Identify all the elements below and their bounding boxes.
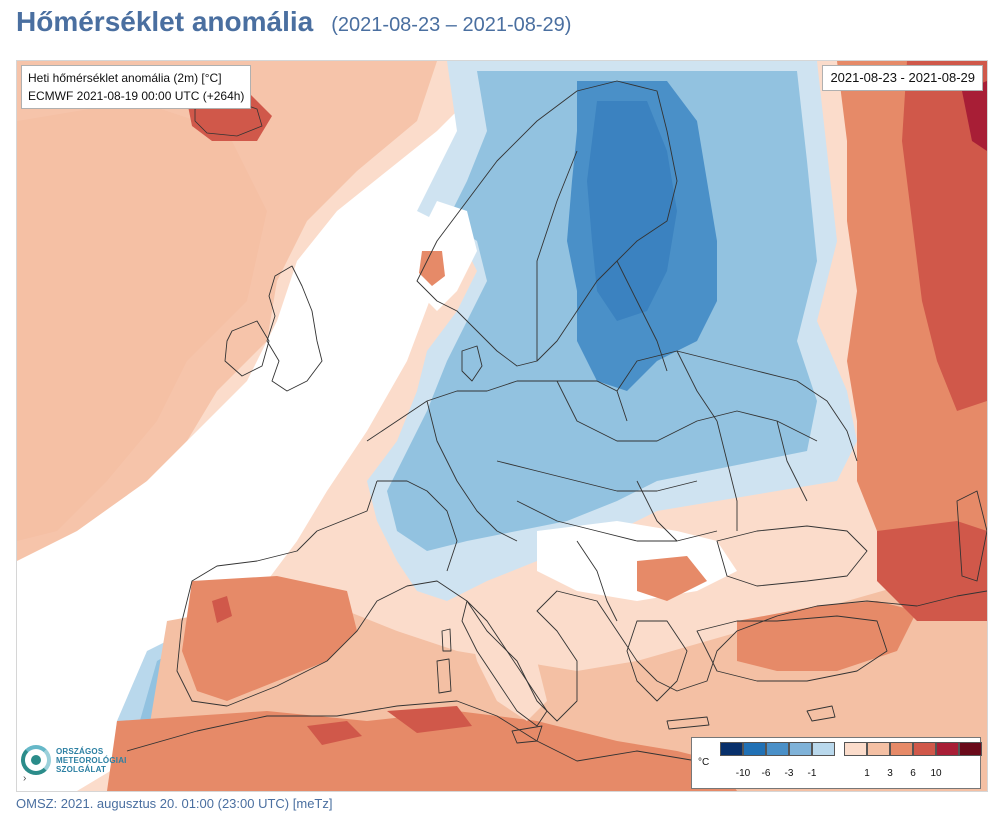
legend-swatch-cold-2 (743, 742, 766, 756)
map-canvas (17, 61, 987, 791)
italy-light-warm (467, 621, 547, 721)
legend-tick-warm-2: 3 (887, 768, 893, 779)
norway-warm-spot (419, 251, 445, 286)
atlantic-warm-region-2 (17, 61, 437, 561)
russia-east-extreme (962, 81, 987, 151)
page-title: Hőmérséklet anomália (16, 6, 314, 37)
north-africa-hot-1 (307, 721, 362, 745)
legend-swatch-cold-3 (766, 742, 789, 756)
coastlines (126, 80, 987, 762)
info-variable: Heti hőmérséklet anomália (2m) [°C] (28, 71, 222, 85)
iberia-hot-spot (212, 596, 232, 623)
legend-swatch-warm-2 (867, 742, 890, 756)
legend-tick-warm-1: 1 (864, 768, 870, 779)
legend-tick-cold-1: -10 (735, 768, 751, 779)
north-africa-warm (107, 711, 737, 791)
russia-east-hot (902, 61, 987, 411)
logo-line-1: ORSZÁGOS (56, 746, 104, 756)
turkey-warm (737, 601, 917, 671)
north-africa-hot-2 (387, 706, 472, 733)
legend-swatch-warm-6 (959, 742, 982, 756)
legend-tick-cold-2: -6 (761, 768, 771, 779)
legend-swatch-cold-4 (789, 742, 812, 756)
legend-tick-cold-3: -3 (784, 768, 794, 779)
cold-anomaly-core-deep (587, 101, 677, 321)
footer-credit: OMSZ: 2021. augusztus 20. 01:00 (23:00 U… (16, 796, 333, 811)
logo-line-3: SZOLGÁLAT (56, 764, 107, 774)
omsz-logo: ORSZÁGOS METEOROLÓGIAI SZOLGÁLAT (21, 739, 141, 781)
page-subtitle: (2021-08-23 – 2021-08-29) (331, 14, 572, 36)
map-info-box: Heti hőmérséklet anomália (2m) [°C] ECMW… (21, 65, 252, 109)
legend-swatch-warm-4 (913, 742, 936, 756)
omsz-logo-text: ORSZÁGOS METEOROLÓGIAI SZOLGÁLAT (56, 747, 127, 774)
legend-unit: °C (698, 757, 710, 768)
legend-tick-warm-3: 6 (910, 768, 916, 779)
legend-tick-warm-4: 10 (930, 768, 942, 779)
logo-line-2: METEOROLÓGIAI (56, 755, 127, 765)
legend-swatch-cold-5 (812, 742, 835, 756)
anomaly-map: Heti hőmérséklet anomália (2m) [°C] ECMW… (16, 60, 988, 792)
legend-swatch-warm-5 (936, 742, 959, 756)
legend-swatch-cold-1 (720, 742, 743, 756)
legend-tick-cold-4: -1 (807, 768, 817, 779)
side-marker-icon: › (23, 773, 27, 784)
info-model-run: ECMWF 2021-08-19 00:00 UTC (+264h) (28, 89, 245, 103)
legend-swatch-warm-3 (890, 742, 913, 756)
color-legend: °C -10 -6 -3 -1 1 3 6 10 (691, 737, 982, 789)
neutral-band-west (17, 61, 537, 791)
page-header: Hőmérséklet anomália (2021-08-23 – 2021-… (16, 6, 571, 46)
legend-swatch-warm-1 (844, 742, 867, 756)
balkans-warm-patch (637, 556, 707, 601)
omsz-logo-icon (21, 745, 51, 775)
map-date-range: 2021-08-23 - 2021-08-29 (822, 65, 983, 91)
